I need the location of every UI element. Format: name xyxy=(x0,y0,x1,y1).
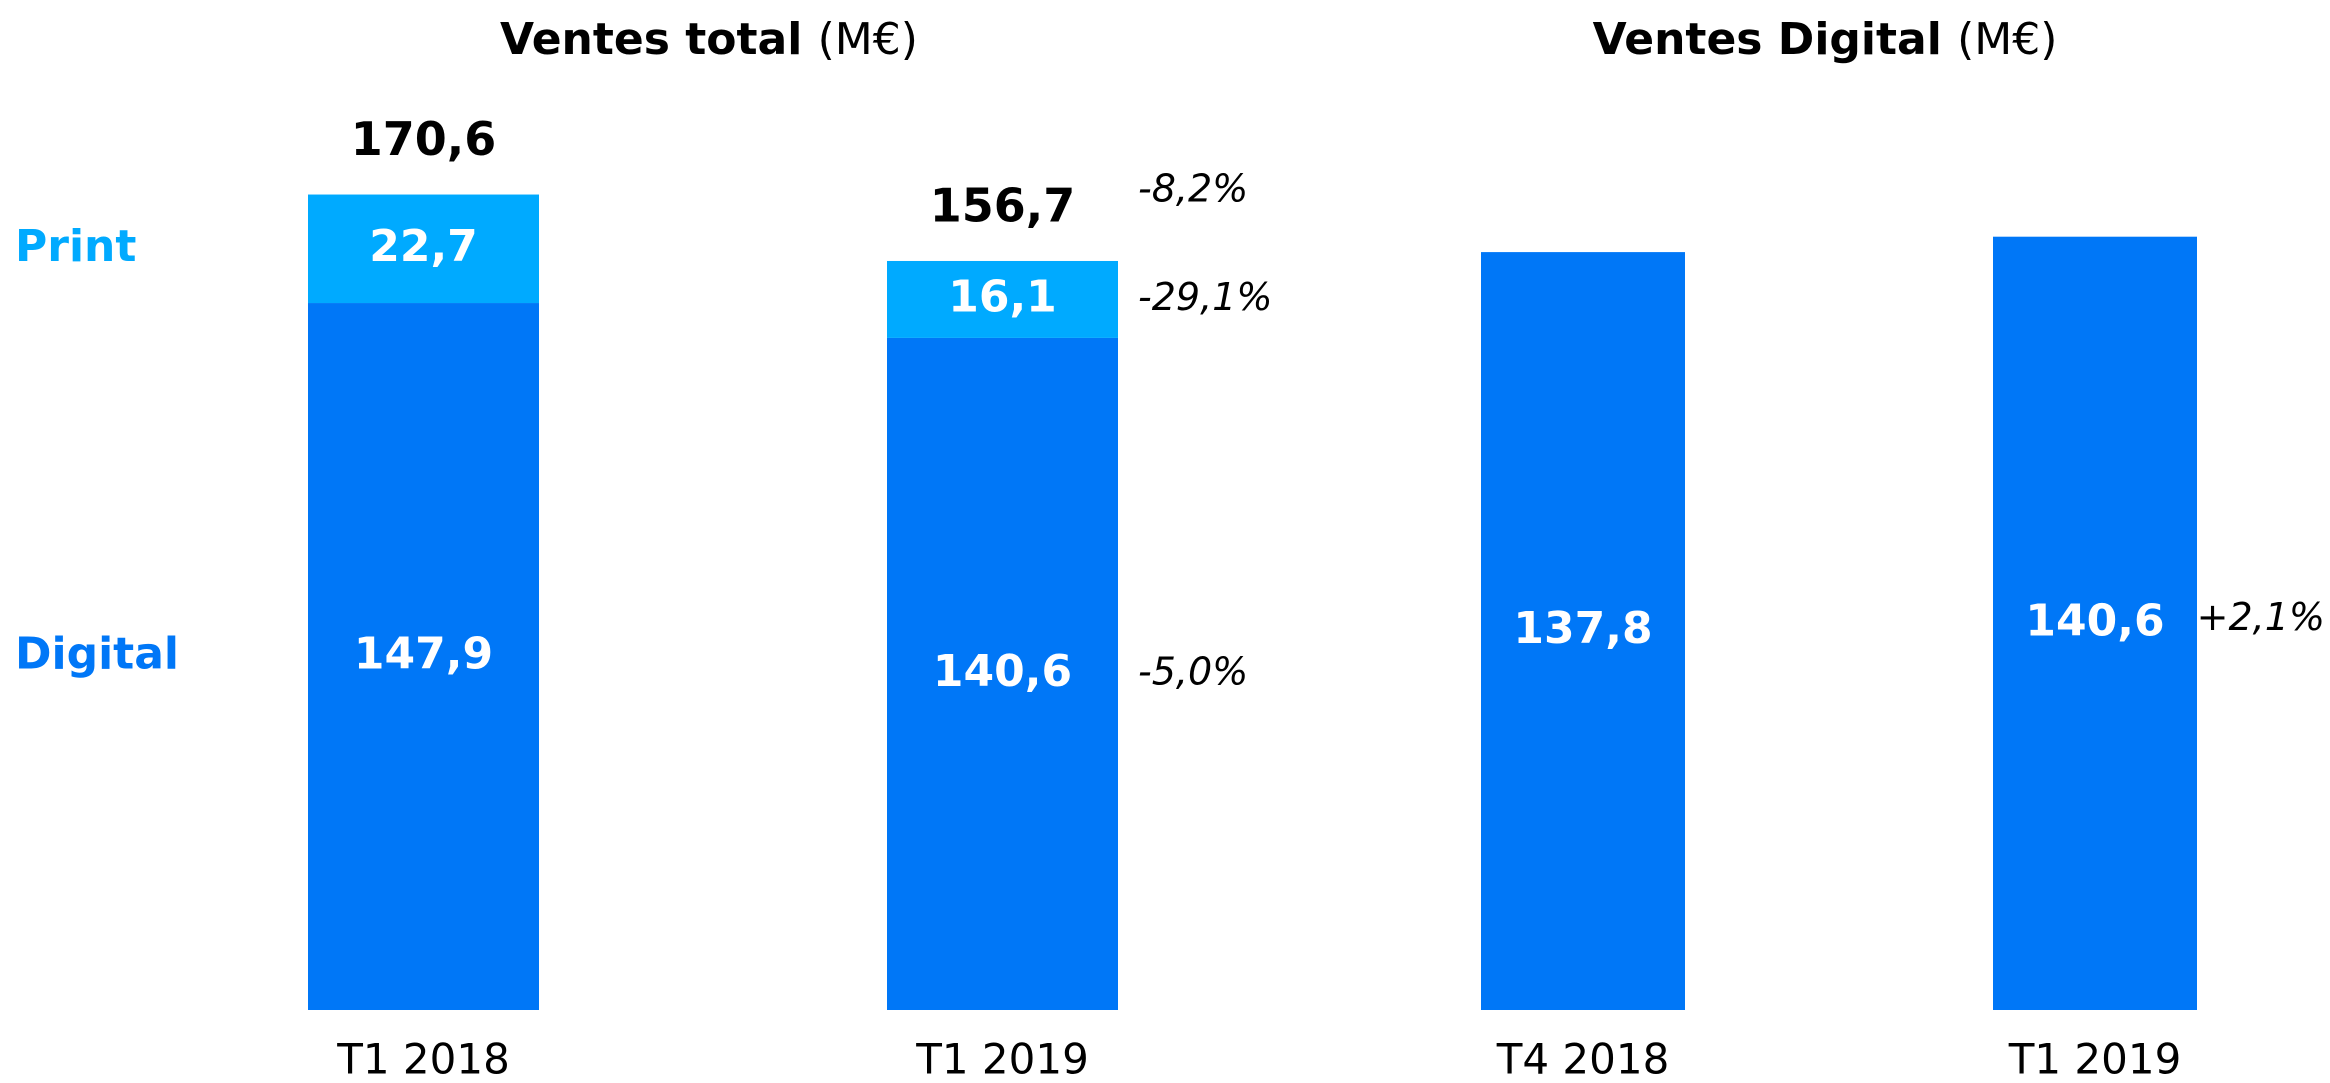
bar xyxy=(1481,252,1685,1011)
bar-segment xyxy=(308,303,539,1011)
total-label: 170,6 xyxy=(351,112,497,166)
x-tick-label: T1 2018 xyxy=(336,1035,510,1083)
data-label: 16,1 xyxy=(948,271,1057,322)
bar xyxy=(1993,236,2197,1010)
total-label: 156,7 xyxy=(930,178,1076,232)
data-label: 140,6 xyxy=(2025,595,2164,646)
data-label: 22,7 xyxy=(369,221,478,272)
bar-segment xyxy=(887,337,1118,1010)
change-annotation: -8,2% xyxy=(1138,166,1248,210)
change-annotation: -29,1% xyxy=(1138,275,1272,319)
title-unit: (M€) xyxy=(1957,14,2057,65)
chart-title: Ventes Digital (M€) xyxy=(1593,14,2058,65)
title-text: Ventes Digital xyxy=(1593,14,1942,65)
title-text: Ventes total xyxy=(500,14,802,65)
x-tick-label: T4 2018 xyxy=(1496,1035,1670,1083)
x-tick-label: T1 2019 xyxy=(915,1035,1089,1083)
title-unit: (M€) xyxy=(818,14,918,65)
legend-label: Digital xyxy=(15,629,179,680)
data-label: 140,6 xyxy=(933,646,1072,697)
bar-segment xyxy=(887,260,1118,338)
bar-segment xyxy=(308,194,539,304)
chart-title: Ventes total (M€) xyxy=(500,14,918,65)
x-tick-label: T1 2019 xyxy=(2008,1035,2182,1083)
data-label: 137,8 xyxy=(1513,603,1652,654)
legend-label: Print xyxy=(15,221,136,272)
data-label: 147,9 xyxy=(354,629,493,680)
change-annotation: +2,1% xyxy=(2197,595,2325,639)
change-annotation: -5,0% xyxy=(1138,649,1248,693)
